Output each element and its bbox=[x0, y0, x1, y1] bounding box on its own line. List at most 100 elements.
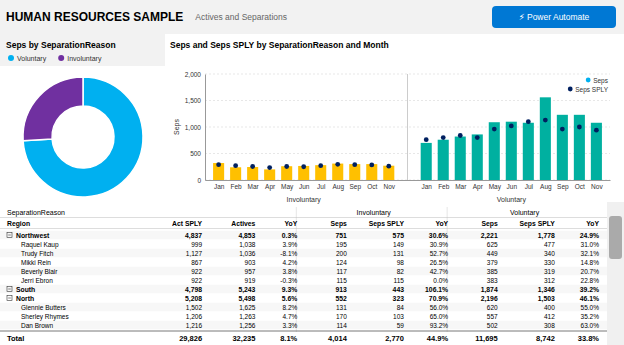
column-header: YoY bbox=[285, 220, 298, 227]
total-cell: 8.1% bbox=[280, 334, 297, 343]
table-cell: 117 bbox=[336, 268, 347, 275]
column-header: YoY bbox=[435, 220, 448, 227]
x-tick-label: Apr bbox=[265, 183, 276, 191]
x-tick-label: May bbox=[489, 183, 502, 191]
legend-label: Involuntary bbox=[67, 55, 102, 63]
table-cell: 919 bbox=[245, 277, 256, 284]
table-cell: 319 bbox=[544, 268, 555, 275]
table-group-header: Involuntary bbox=[357, 209, 392, 217]
x-axis-line bbox=[206, 180, 611, 181]
x-tick: Nov bbox=[591, 180, 603, 190]
table-cell: 1,778 bbox=[538, 232, 555, 240]
legend-swatch bbox=[568, 87, 573, 92]
total-cell: 2,770 bbox=[385, 334, 404, 343]
x-tick: Sep bbox=[349, 180, 361, 191]
expand-icon[interactable] bbox=[7, 287, 12, 292]
grid bbox=[205, 74, 610, 180]
legend-swatch bbox=[586, 78, 591, 83]
x-tick: Oct bbox=[367, 180, 377, 190]
y-axis-line bbox=[205, 75, 206, 181]
y-tick: 0 bbox=[197, 177, 205, 184]
table-cell: 30.9% bbox=[430, 241, 449, 248]
scrollbar-track bbox=[607, 202, 624, 345]
x-tick: Jan bbox=[421, 180, 432, 190]
table-cell: 70.9% bbox=[429, 295, 448, 302]
x-tick: Mar bbox=[248, 180, 260, 190]
table-cell: 9.3% bbox=[282, 286, 298, 293]
x-tick: Sep bbox=[557, 180, 569, 191]
table-cell: 1,216 bbox=[186, 322, 203, 329]
row-background bbox=[0, 249, 607, 258]
x-tick: Jul bbox=[525, 180, 534, 190]
expand-icon[interactable] bbox=[7, 233, 12, 238]
table-cell: 46.1% bbox=[580, 295, 599, 302]
table-cell: 31.0% bbox=[581, 241, 600, 248]
x-tick: Jan bbox=[214, 180, 225, 190]
dot bbox=[594, 128, 599, 133]
x-tick-label: Nov bbox=[384, 183, 396, 190]
table-cell: 1,502 bbox=[186, 304, 203, 311]
table-cell: 340 bbox=[544, 250, 555, 257]
table-cell: 1,874 bbox=[481, 286, 498, 294]
group-separator bbox=[407, 74, 408, 180]
legend-swatch bbox=[8, 55, 14, 61]
total-divider bbox=[0, 331, 607, 332]
dot bbox=[318, 163, 323, 168]
header-background bbox=[0, 0, 624, 34]
y-tick: 1,000 bbox=[185, 124, 205, 131]
button-background[interactable] bbox=[492, 6, 616, 28]
table-cell: 477 bbox=[544, 241, 555, 248]
table-cell: 39.2% bbox=[580, 286, 599, 293]
column-header: Act SPLY bbox=[172, 220, 202, 227]
table-cell: 3.9% bbox=[282, 241, 297, 248]
bar bbox=[230, 167, 241, 180]
legend-swatch bbox=[58, 55, 64, 61]
table-cell: 4.7% bbox=[282, 313, 297, 320]
x-tick-label: Oct bbox=[367, 183, 377, 190]
y-tick-label: 500 bbox=[190, 150, 201, 157]
table-cell: 42.7% bbox=[430, 268, 449, 275]
table-cell: 82 bbox=[397, 268, 405, 275]
header-divider bbox=[0, 228, 607, 229]
expand-icon-bar bbox=[8, 235, 11, 236]
table-cell: 131 bbox=[336, 304, 347, 311]
table-cell: 55.0% bbox=[581, 304, 600, 311]
dot bbox=[335, 162, 340, 167]
dot bbox=[577, 125, 582, 130]
table-cell: 379 bbox=[487, 259, 498, 266]
table-cell: -8.1% bbox=[280, 250, 297, 257]
bar bbox=[421, 143, 432, 180]
power-automate-button[interactable]: ⚡ Power Automate bbox=[492, 6, 616, 28]
column-header: Region bbox=[7, 220, 30, 228]
legend-label: Seps bbox=[593, 77, 609, 85]
table-cell: 1,127 bbox=[186, 250, 203, 257]
table-cell: 56.0% bbox=[430, 304, 449, 311]
table-cell: 103 bbox=[393, 313, 404, 320]
table-cell: 443 bbox=[393, 286, 405, 293]
table-cell: 0.0% bbox=[433, 277, 448, 284]
table-cell: 1,503 bbox=[538, 295, 555, 303]
bar bbox=[489, 122, 500, 180]
table-cell: 65.0% bbox=[430, 313, 449, 320]
x-tick-label: Oct bbox=[575, 183, 585, 190]
table-cell: 751 bbox=[335, 232, 347, 239]
expand-icon-bar bbox=[8, 298, 11, 299]
total-cell: 32,235 bbox=[232, 334, 255, 343]
table-cell: 5,208 bbox=[185, 295, 202, 303]
total-cell: 44.9% bbox=[427, 334, 449, 343]
x-tick: Aug bbox=[540, 180, 552, 191]
table-cell: -0.3% bbox=[280, 277, 297, 284]
dot bbox=[233, 163, 238, 168]
table-cell: 922 bbox=[191, 268, 202, 275]
table-cell: 449 bbox=[487, 250, 498, 257]
dot bbox=[560, 127, 565, 132]
x-tick-label: Jul bbox=[317, 183, 326, 190]
x-tick: Mar bbox=[455, 180, 467, 190]
expand-icon[interactable] bbox=[7, 296, 12, 301]
y-tick-label: 1,000 bbox=[185, 124, 202, 131]
table-cell: 552 bbox=[335, 295, 347, 302]
x-tick: Aug bbox=[332, 180, 344, 191]
table-group-header: SeparationReason bbox=[7, 209, 65, 217]
column-header: Seps SPLY bbox=[369, 220, 405, 228]
scrollbar-thumb[interactable] bbox=[609, 216, 622, 259]
